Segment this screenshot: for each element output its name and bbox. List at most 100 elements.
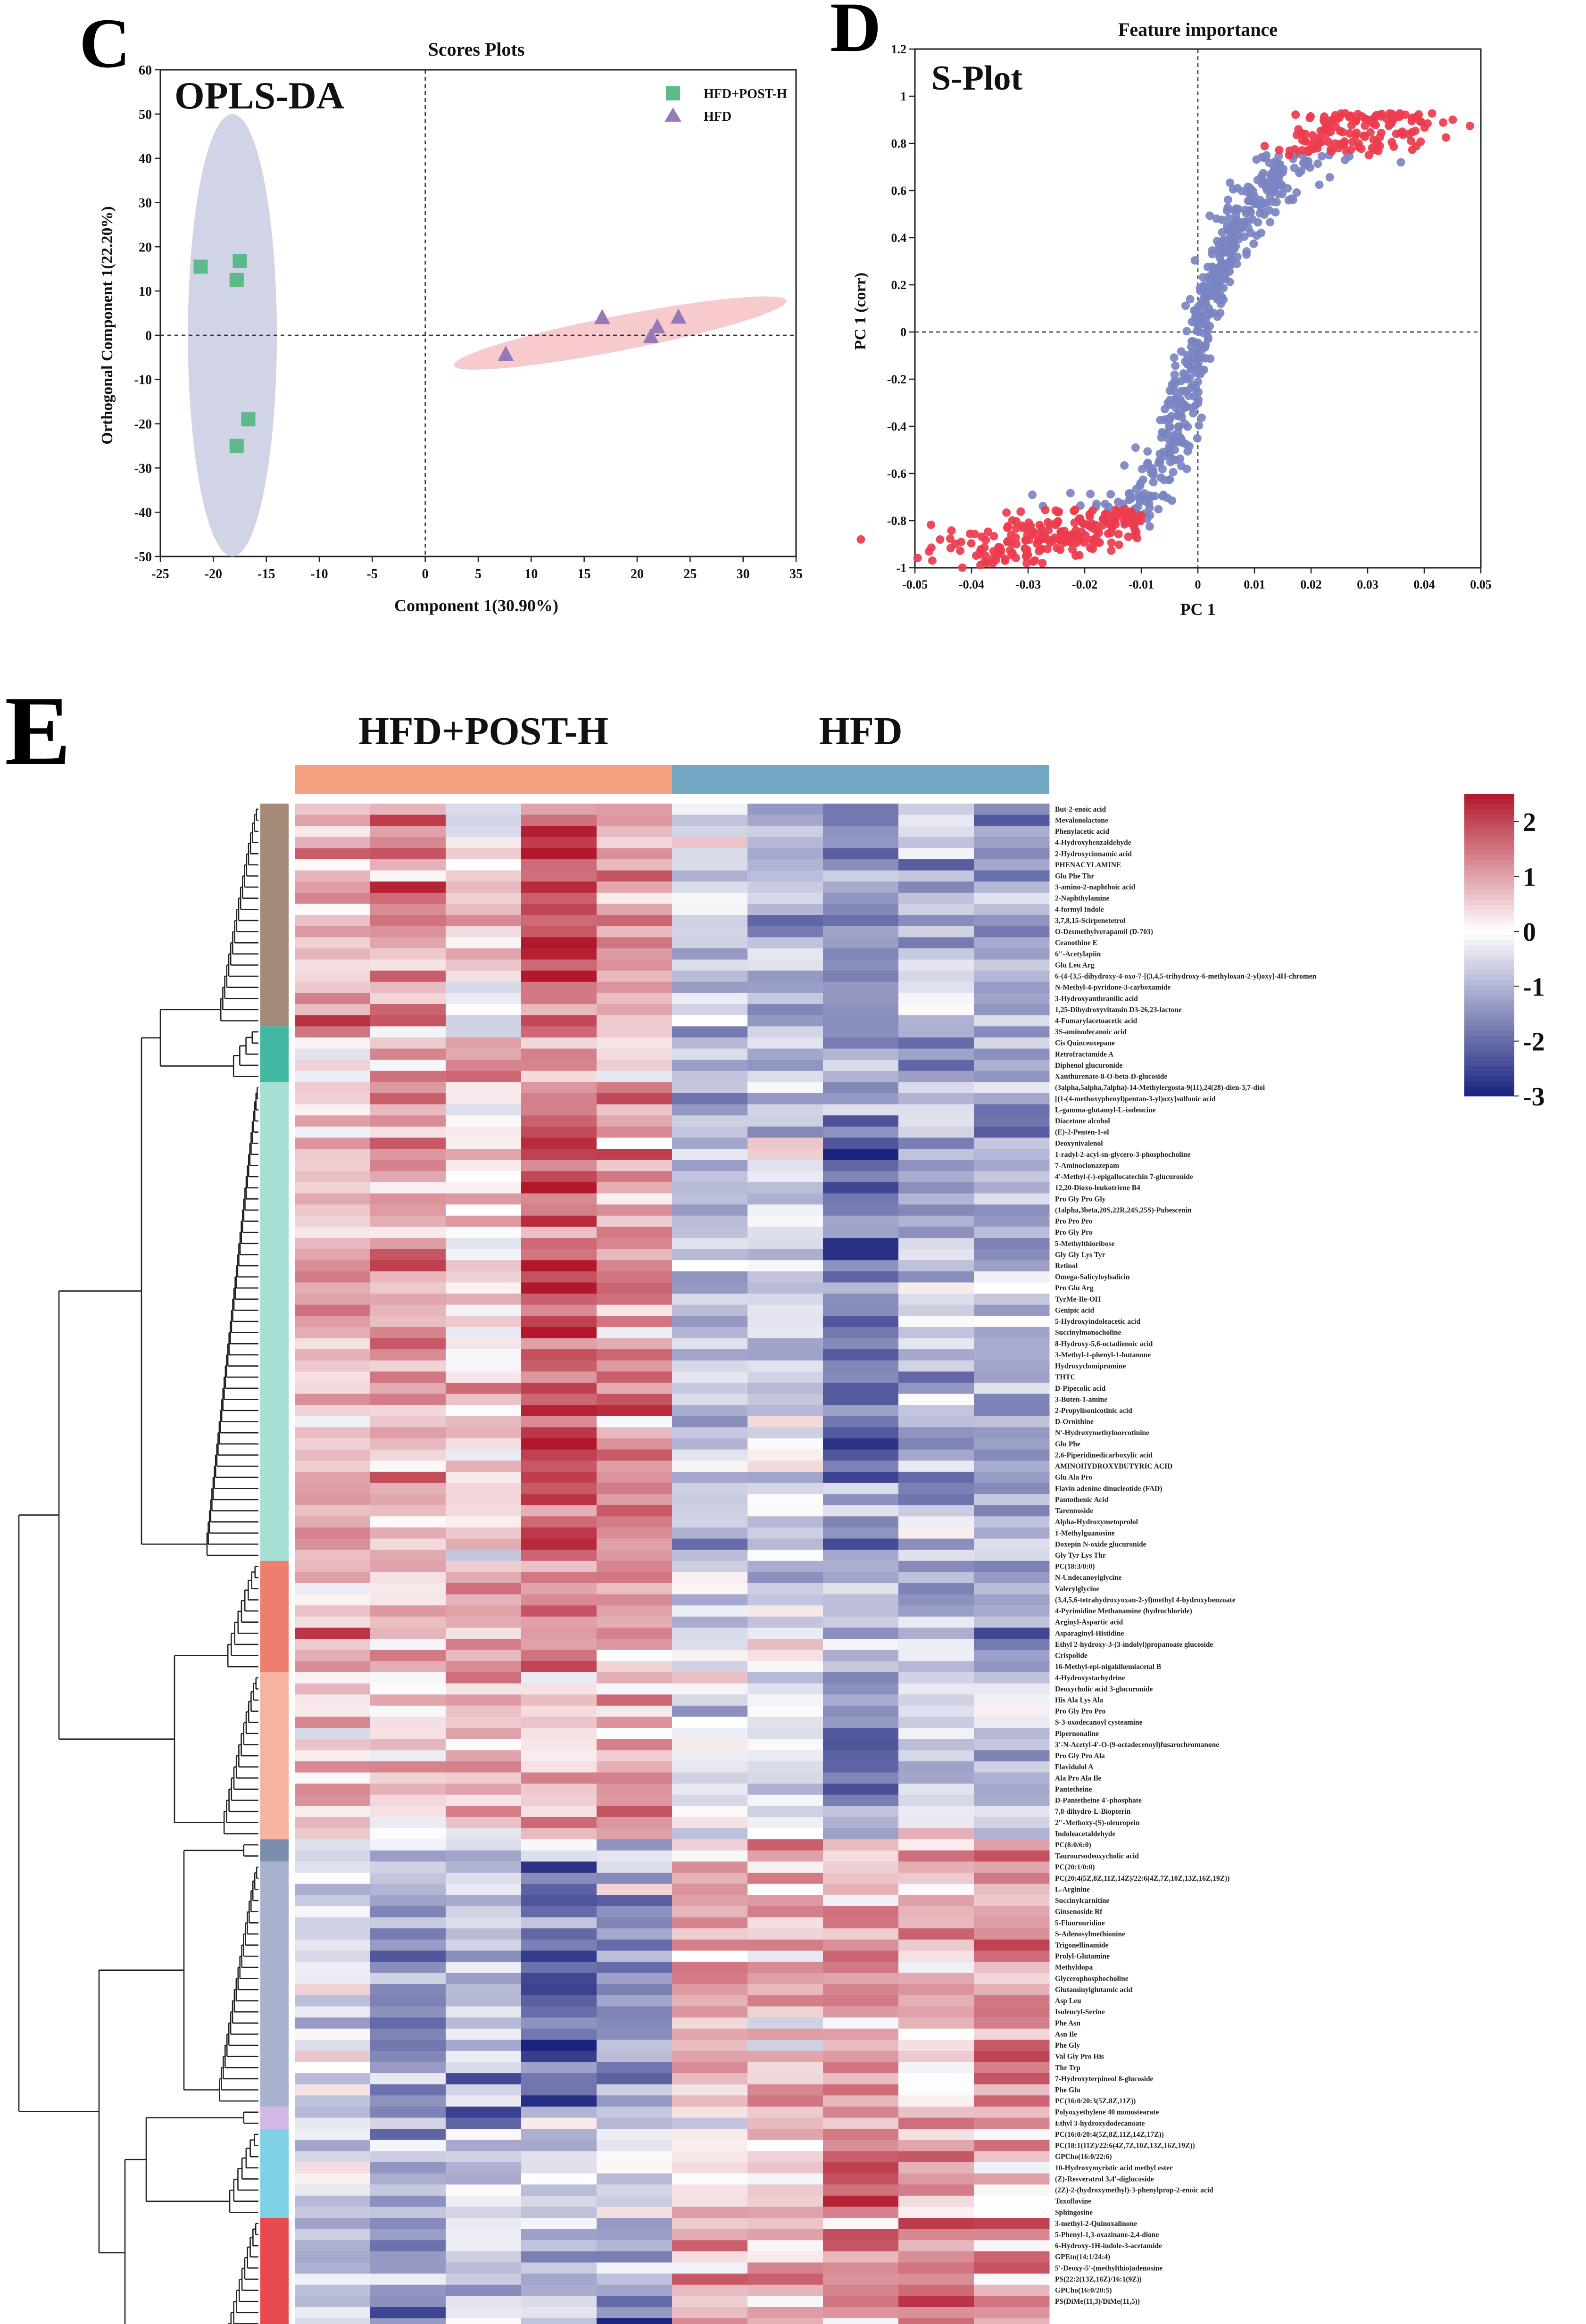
heatmap-cell xyxy=(370,2062,446,2074)
heatmap-cell xyxy=(672,1115,748,1127)
heatmap-cell xyxy=(446,2240,522,2252)
row-label: 2,6-Piperidinedicarboxylic acid xyxy=(1055,1451,1153,1459)
heatmap-cell xyxy=(974,1861,1050,1873)
heatmap-cell xyxy=(898,1327,974,1339)
heatmap-cell xyxy=(823,1071,899,1082)
heatmap-cell xyxy=(898,1705,974,1717)
heatmap-cell xyxy=(370,892,446,905)
heatmap-cell xyxy=(597,1471,673,1484)
heatmap-cell xyxy=(446,1483,522,1494)
heatmap-cell xyxy=(823,2062,899,2074)
heatmap-cell xyxy=(446,1394,522,1405)
heatmap-cell xyxy=(974,2073,1050,2085)
heatmap-cell xyxy=(823,859,899,871)
feature-point xyxy=(1043,545,1052,554)
heatmap-cell xyxy=(898,1917,974,1929)
heatmap-cell xyxy=(747,2195,823,2207)
heatmap-cell xyxy=(295,2240,371,2252)
feature-point xyxy=(1180,401,1189,410)
heatmap-dendrogram xyxy=(18,808,258,2324)
heatmap-cell xyxy=(295,1260,371,1272)
heatmap-cell xyxy=(597,1527,673,1539)
heatmap-cell xyxy=(295,1683,371,1695)
heatmap-cell xyxy=(597,837,673,848)
heatmap-cell xyxy=(446,1995,522,2007)
row-label: 3-amino-2-naphthoic acid xyxy=(1055,883,1135,891)
heatmap-cell xyxy=(370,814,446,826)
heatmap-cell xyxy=(597,1237,673,1250)
heatmap-cell xyxy=(898,1895,974,1907)
heatmap-cell xyxy=(295,1884,371,1895)
heatmap-cell xyxy=(823,2129,899,2141)
heatmap-cell xyxy=(974,2184,1050,2196)
heatmap-cell xyxy=(823,837,899,848)
heatmap-cell xyxy=(446,2229,522,2241)
heatmap-cell xyxy=(974,2151,1050,2163)
heatmap-cell xyxy=(597,1461,673,1472)
heatmap-cell xyxy=(898,2095,974,2107)
heatmap-cell xyxy=(446,1371,522,1383)
y-tick-label: 10 xyxy=(139,284,152,299)
heatmap-cell xyxy=(747,837,823,848)
heatmap-cell xyxy=(295,2229,371,2241)
feature-point xyxy=(1228,244,1237,253)
heatmap-cell xyxy=(446,1026,522,1038)
heatmap-cell xyxy=(370,1249,446,1261)
heatmap-cell xyxy=(974,1082,1050,1094)
feature-point xyxy=(1011,533,1020,542)
heatmap-cell xyxy=(370,2218,446,2230)
heatmap-cell xyxy=(672,2106,748,2118)
heatmap-cell xyxy=(521,1193,597,1205)
feature-point xyxy=(1070,518,1079,527)
heatmap-cell xyxy=(974,1160,1050,1171)
row-label: Mevalonolactone xyxy=(1055,816,1108,824)
heatmap-cell xyxy=(446,2040,522,2051)
heatmap-cell xyxy=(446,1683,522,1695)
feature-point xyxy=(1194,315,1203,324)
row-label: 6-Hydroxy-1H-indole-3-acetamide xyxy=(1055,2242,1162,2250)
heatmap-cell xyxy=(597,1650,673,1661)
row-label: 1,25-Dihydroxyvitamin D3-26,23-lactone xyxy=(1055,1006,1182,1014)
heatmap-cell xyxy=(747,2262,823,2274)
heatmap-cell xyxy=(747,926,823,938)
heatmap-cell xyxy=(672,1137,748,1149)
heatmap-cell xyxy=(521,1483,597,1494)
heatmap-cell xyxy=(295,1483,371,1494)
heatmap-cell xyxy=(747,1471,823,1484)
heatmap-cell xyxy=(521,1494,597,1506)
heatmap-cell xyxy=(898,826,974,838)
heatmap-cell xyxy=(295,915,371,927)
heatmap-cell xyxy=(295,1104,371,1116)
heatmap-cell xyxy=(823,1483,899,1494)
heatmap-cell xyxy=(898,1995,974,2007)
heatmap-cell xyxy=(521,1349,597,1361)
heatmap-cell xyxy=(747,1939,823,1951)
row-label: Pro Pro Pro xyxy=(1055,1218,1092,1226)
heatmap-cell xyxy=(823,2017,899,2029)
heatmap-cell xyxy=(672,1282,748,1294)
feature-point xyxy=(925,547,934,556)
heatmap-cell xyxy=(295,1282,371,1294)
heatmap-cell xyxy=(370,1895,446,1907)
feature-point xyxy=(928,556,937,565)
heatmap-cell xyxy=(823,2184,899,2196)
heatmap-cell xyxy=(672,1973,748,1984)
heatmap-cell xyxy=(446,1728,522,1740)
heatmap-cell xyxy=(446,2006,522,2018)
row-label: Phe Glu xyxy=(1055,2086,1080,2094)
heatmap-cell xyxy=(823,2173,899,2185)
heatmap-cell xyxy=(597,826,673,838)
heatmap-cell xyxy=(370,1015,446,1027)
heatmap-cell xyxy=(974,2117,1050,2129)
heatmap-cell xyxy=(370,1316,446,1328)
heatmap-cell xyxy=(446,1873,522,1884)
heatmap-cell xyxy=(295,1215,371,1227)
heatmap-cell xyxy=(898,848,974,860)
feature-point xyxy=(1181,357,1190,366)
heatmap-cell xyxy=(823,971,899,982)
heatmap-cell xyxy=(898,1560,974,1572)
feature-point xyxy=(1051,506,1060,515)
legend-marker-triangle xyxy=(664,108,681,122)
heatmap-cell xyxy=(672,1294,748,1305)
heatmap-cell xyxy=(295,1873,371,1884)
